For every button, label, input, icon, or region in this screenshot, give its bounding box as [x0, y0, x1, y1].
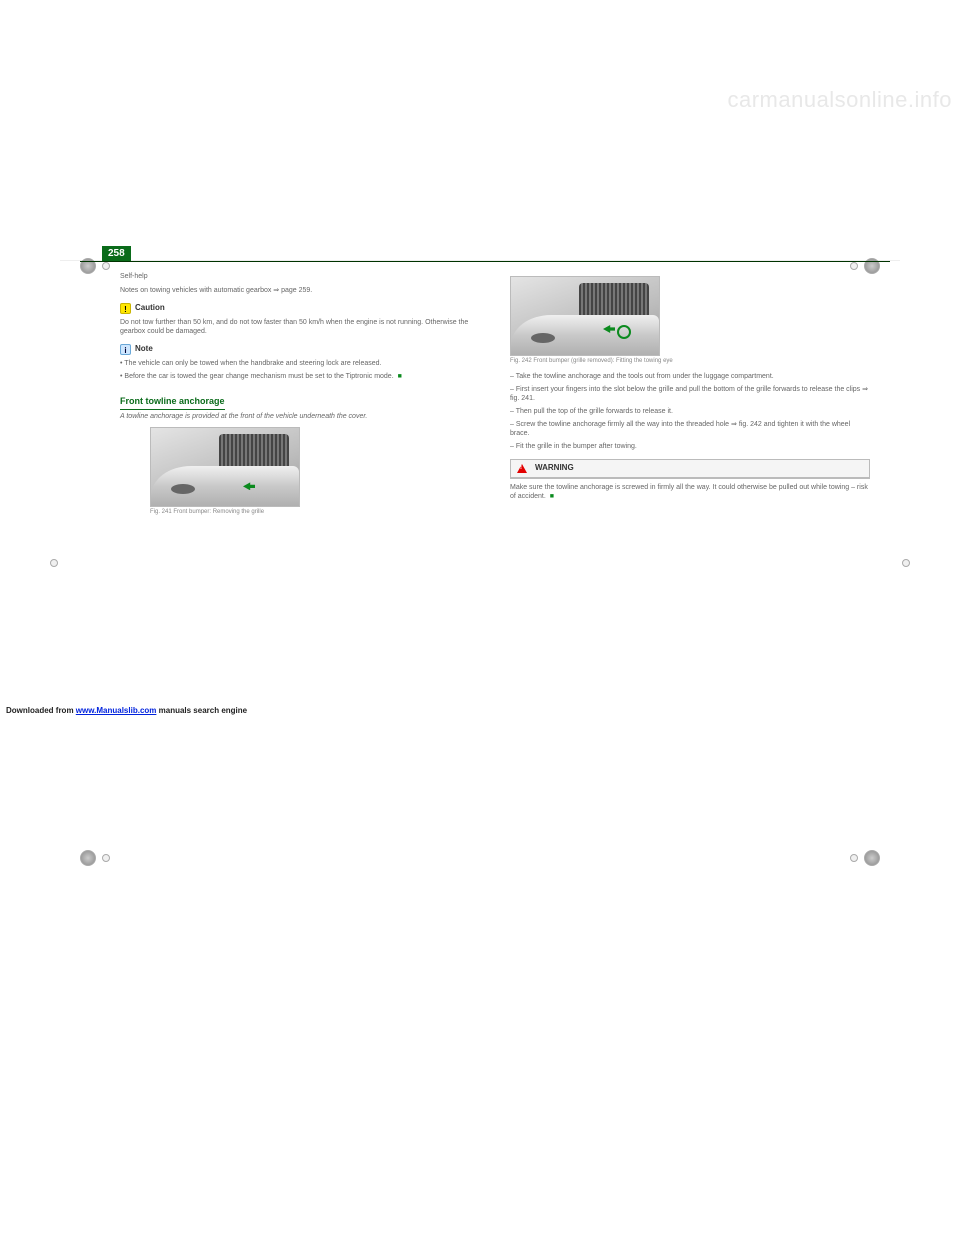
footer-suffix: manuals search engine — [159, 706, 247, 715]
note-body: • Before the car is towed the gear chang… — [120, 372, 480, 381]
right-column: Fig. 242 Front bumper (grille removed): … — [510, 272, 870, 523]
page: 258 Self-help Notes on towing vehicles w… — [0, 0, 960, 773]
crop-dot — [864, 850, 880, 866]
section-heading: Front towline anchorage — [120, 396, 225, 411]
download-source-footer: Downloaded from www.Manualslib.com manua… — [6, 706, 247, 715]
footer-prefix: Downloaded from — [6, 706, 76, 715]
caution-heading: ! Caution — [120, 303, 480, 314]
step: – Take the towline anchorage and the too… — [510, 372, 870, 381]
crop-dot — [850, 854, 858, 862]
warning-icon — [517, 464, 527, 473]
content-columns: Self-help Notes on towing vehicles with … — [0, 262, 960, 523]
note-heading: i Note — [120, 344, 480, 355]
info-icon: i — [120, 344, 131, 355]
step: – Then pull the top of the grille forwar… — [510, 407, 870, 416]
warning-box: WARNING — [510, 459, 870, 478]
header-rule: 258 — [80, 261, 890, 262]
figure-front-bumper-towing-eye — [510, 276, 660, 356]
warning-label: WARNING — [535, 463, 574, 473]
footer-link[interactable]: www.Manualslib.com — [76, 706, 157, 715]
page-number-badge: 258 — [102, 246, 131, 261]
note-body: • The vehicle can only be towed when the… — [120, 359, 480, 368]
crop-dot — [80, 850, 96, 866]
step: – Screw the towline anchorage firmly all… — [510, 420, 870, 438]
caution-icon: ! — [120, 303, 131, 314]
towing-eye-graphic — [617, 325, 631, 339]
figure-caption: Fig. 241 Front bumper: Removing the gril… — [150, 509, 480, 517]
section-end-icon: ■ — [398, 372, 402, 381]
paragraph: Notes on towing vehicles with automatic … — [120, 286, 480, 295]
step: – First insert your fingers into the slo… — [510, 385, 870, 403]
figure-side-label — [299, 428, 300, 506]
left-column: Self-help Notes on towing vehicles with … — [120, 272, 480, 523]
step: – Fit the grille in the bumper after tow… — [510, 442, 870, 451]
figure-side-label — [659, 277, 660, 355]
caution-label: Caution — [135, 303, 165, 313]
crop-dot — [902, 559, 910, 567]
note-label: Note — [135, 344, 153, 354]
warning-body-text: Make sure the towline anchorage is screw… — [510, 484, 868, 500]
crop-dot — [102, 854, 110, 862]
section-end-icon: ■ — [550, 492, 554, 501]
section-subhead: A towline anchorage is provided at the f… — [120, 412, 480, 421]
running-head: Self-help — [120, 272, 480, 281]
figure-front-bumper-grille — [150, 427, 300, 507]
warning-body: Make sure the towline anchorage is screw… — [510, 483, 870, 501]
note-body-text: • Before the car is towed the gear chang… — [120, 373, 394, 380]
caution-body: Do not tow further than 50 km, and do no… — [120, 318, 480, 336]
foglight-graphic — [531, 333, 555, 343]
crop-dot — [50, 559, 58, 567]
figure-caption: Fig. 242 Front bumper (grille removed): … — [510, 358, 870, 366]
